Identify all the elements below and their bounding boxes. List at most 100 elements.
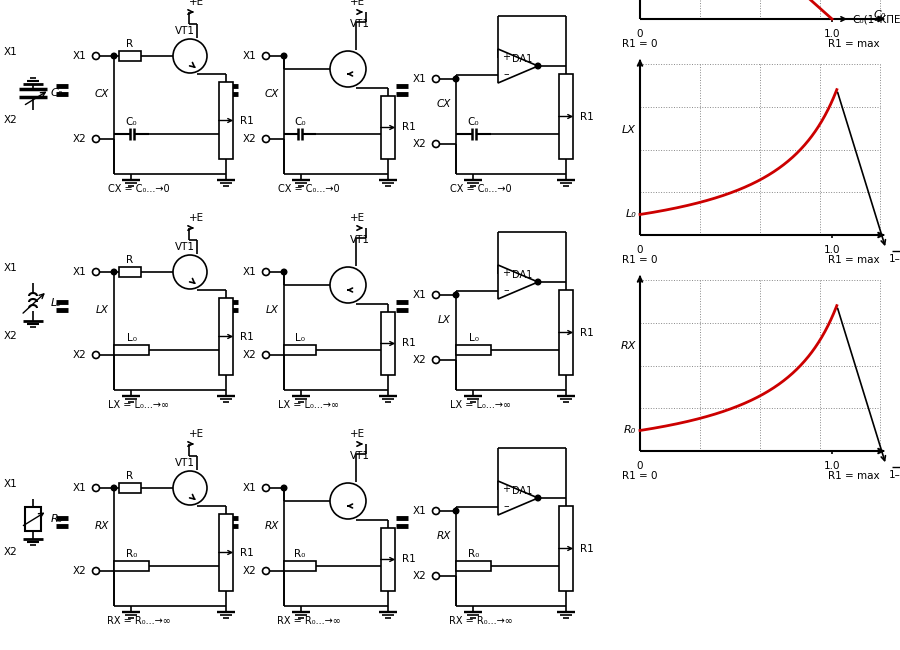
Circle shape	[433, 140, 439, 148]
Circle shape	[112, 53, 117, 58]
Circle shape	[263, 567, 269, 575]
Circle shape	[93, 53, 100, 60]
Bar	[25, 507, 41, 531]
Text: X1: X1	[72, 51, 86, 61]
Text: VT1: VT1	[175, 458, 195, 468]
Text: X2: X2	[72, 350, 86, 360]
Text: X1: X1	[242, 267, 256, 277]
Text: X2: X2	[412, 355, 426, 365]
Text: 1.0: 1.0	[824, 245, 841, 255]
Circle shape	[93, 484, 100, 491]
Text: R1 = max: R1 = max	[828, 471, 880, 481]
Text: LХ: LХ	[438, 315, 451, 325]
Text: R₀: R₀	[294, 549, 306, 559]
Circle shape	[93, 135, 100, 142]
Text: CХ: CХ	[265, 89, 279, 99]
Text: X1: X1	[4, 479, 17, 489]
Bar	[559, 290, 573, 375]
Text: L₀: L₀	[127, 333, 137, 343]
Text: X2: X2	[242, 134, 256, 144]
Text: R1: R1	[240, 116, 254, 125]
Text: VT1: VT1	[175, 242, 195, 252]
Text: LХ = L₀...→∞: LХ = L₀...→∞	[108, 400, 169, 410]
Text: RХ = R₀...→∞: RХ = R₀...→∞	[277, 616, 341, 626]
Text: –: –	[503, 285, 508, 296]
Text: 1.0: 1.0	[824, 29, 841, 39]
Text: VT1: VT1	[350, 19, 370, 29]
Bar	[219, 298, 233, 375]
Bar	[114, 345, 149, 355]
Text: L₀: L₀	[469, 333, 479, 343]
Text: 1.0: 1.0	[824, 461, 841, 471]
Text: CХ = C₀...→0: CХ = C₀...→0	[108, 184, 170, 194]
Text: X2: X2	[4, 331, 17, 341]
Circle shape	[263, 135, 269, 142]
Circle shape	[281, 485, 287, 491]
Text: R1 = 0: R1 = 0	[622, 471, 658, 481]
Text: X1: X1	[412, 290, 426, 300]
Circle shape	[263, 268, 269, 276]
Text: CХ = C₀...→0: CХ = C₀...→0	[450, 184, 512, 194]
Text: C₀: C₀	[468, 117, 480, 127]
Bar	[456, 345, 491, 355]
Text: X2: X2	[242, 566, 256, 576]
Text: +: +	[502, 53, 510, 62]
Text: VT1: VT1	[175, 26, 195, 36]
Text: R: R	[126, 39, 133, 49]
Bar	[456, 561, 491, 571]
Text: X2: X2	[4, 115, 17, 125]
Circle shape	[263, 484, 269, 491]
Text: X1: X1	[242, 51, 256, 61]
Circle shape	[263, 352, 269, 359]
Circle shape	[173, 39, 207, 73]
Circle shape	[536, 495, 541, 500]
Circle shape	[454, 508, 459, 514]
Text: R1: R1	[580, 328, 594, 337]
Text: R1 = 0: R1 = 0	[622, 39, 658, 49]
Bar	[284, 345, 316, 355]
Text: R1: R1	[402, 554, 416, 564]
Text: X1: X1	[72, 483, 86, 493]
Bar	[119, 483, 141, 493]
Text: RХ: RХ	[265, 521, 279, 531]
Circle shape	[330, 267, 366, 303]
Circle shape	[433, 75, 439, 83]
Text: LХ: LХ	[96, 305, 109, 315]
Text: X2: X2	[4, 547, 17, 557]
Text: 0: 0	[637, 29, 643, 39]
Circle shape	[330, 483, 366, 519]
Text: CХ: CХ	[94, 89, 109, 99]
Circle shape	[281, 269, 287, 275]
Text: R: R	[126, 471, 133, 481]
Text: L₀: L₀	[51, 298, 62, 308]
Text: R1: R1	[580, 112, 594, 122]
Text: VT1: VT1	[350, 451, 370, 461]
Text: DA1: DA1	[512, 486, 532, 496]
Text: X2: X2	[72, 134, 86, 144]
Text: R1: R1	[402, 122, 416, 133]
Text: +E: +E	[189, 429, 204, 439]
Text: R1 = max: R1 = max	[828, 255, 880, 265]
Text: CХ: CХ	[436, 99, 451, 109]
Text: X1: X1	[4, 47, 17, 57]
Text: RХ = R₀...→∞: RХ = R₀...→∞	[107, 616, 171, 626]
Text: X1: X1	[242, 483, 256, 493]
Circle shape	[433, 508, 439, 515]
Bar	[381, 528, 395, 591]
Text: R1: R1	[402, 339, 416, 348]
Text: R: R	[126, 255, 133, 265]
Polygon shape	[498, 265, 538, 299]
Circle shape	[93, 268, 100, 276]
Text: +: +	[502, 268, 510, 278]
Text: 1–KПЕР: 1–KПЕР	[888, 254, 900, 264]
Text: C₀: C₀	[51, 88, 63, 98]
Polygon shape	[498, 481, 538, 515]
Circle shape	[536, 280, 541, 285]
Text: R1: R1	[240, 332, 254, 341]
Bar	[119, 267, 141, 277]
Text: C₀: C₀	[294, 117, 306, 127]
Text: 0: 0	[637, 245, 643, 255]
Circle shape	[454, 292, 459, 298]
Text: C₀: C₀	[126, 117, 138, 127]
Circle shape	[281, 53, 287, 58]
